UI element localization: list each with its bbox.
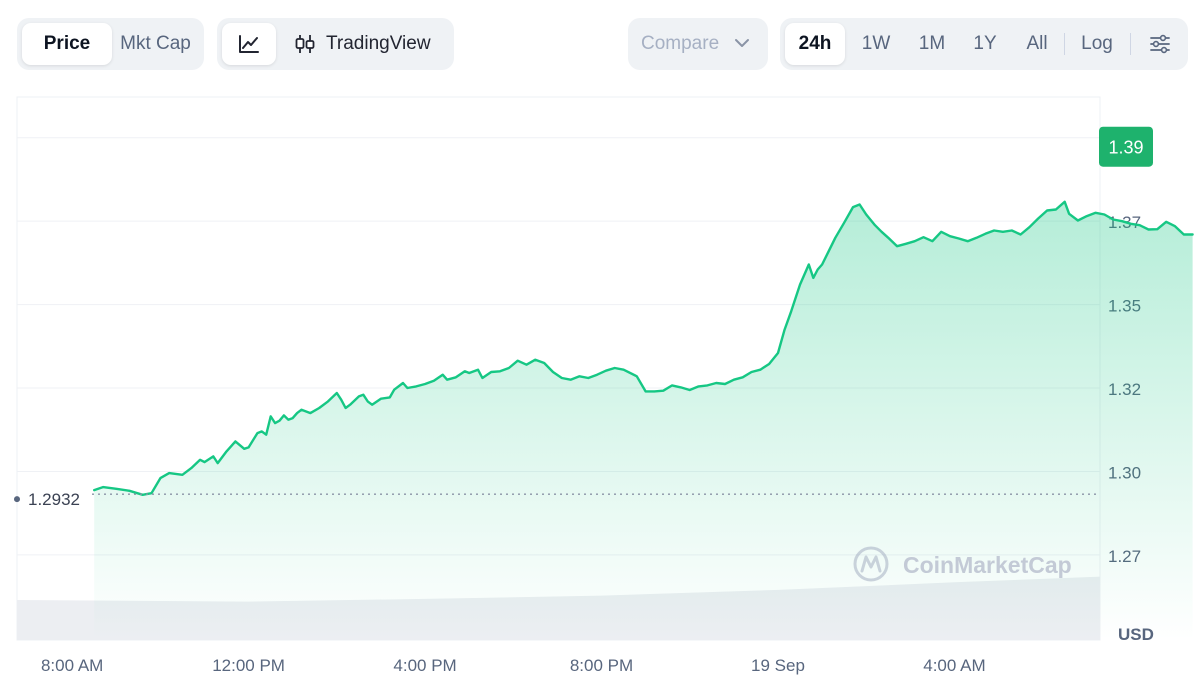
watermark-text: CoinMarketCap	[903, 552, 1072, 578]
price-line[interactable]	[93, 200, 1194, 496]
metric-toggle-group: Price Mkt Cap	[17, 18, 204, 70]
time-range-group: 24h 1W 1M 1Y All Log	[780, 18, 1188, 70]
x-tick-label: 8:00 AM	[41, 656, 103, 675]
chevron-down-icon	[735, 39, 749, 47]
current-price-label: 1.39	[1108, 138, 1143, 158]
compare-dropdown[interactable]: Compare	[628, 18, 768, 70]
sliders-icon	[1150, 34, 1170, 54]
tab-price[interactable]: Price	[22, 23, 112, 65]
settings-divider	[1130, 33, 1131, 55]
chart-style-group: TradingView	[217, 18, 454, 70]
open-price-label: 1.2932	[28, 490, 80, 509]
line-chart-icon	[239, 35, 259, 53]
tab-mkt-cap[interactable]: Mkt Cap	[120, 33, 191, 54]
current-price-badge	[1099, 126, 1153, 167]
tradingview-label: TradingView	[326, 33, 431, 54]
x-tick-label: 4:00 PM	[393, 656, 456, 675]
price-area-fill	[94, 201, 1193, 641]
tab-range-1y[interactable]: 1Y	[973, 33, 997, 54]
line-chart-button[interactable]	[222, 23, 276, 65]
compare-label: Compare	[641, 33, 720, 54]
x-tick-label: 8:00 PM	[570, 656, 633, 675]
x-tick-label: 19 Sep	[751, 656, 805, 675]
open-price-marker	[14, 496, 20, 503]
chart-settings-button[interactable]	[1138, 23, 1182, 65]
tab-range-24h[interactable]: 24h	[785, 23, 845, 65]
tab-range-1m[interactable]: 1M	[918, 33, 946, 54]
log-scale-toggle[interactable]: Log	[1081, 33, 1113, 54]
candlestick-icon	[295, 35, 315, 53]
x-tick-label: 12:00 PM	[212, 656, 285, 675]
range-divider	[1064, 33, 1065, 55]
x-tick-label: 4:00 AM	[923, 656, 985, 675]
tab-range-1w[interactable]: 1W	[861, 33, 891, 54]
coinmarketcap-watermark	[853, 546, 889, 582]
y-axis-unit-label: USD	[1118, 625, 1154, 644]
tradingview-button[interactable]: TradingView	[281, 23, 449, 65]
tab-range-all[interactable]: All	[1026, 33, 1048, 54]
